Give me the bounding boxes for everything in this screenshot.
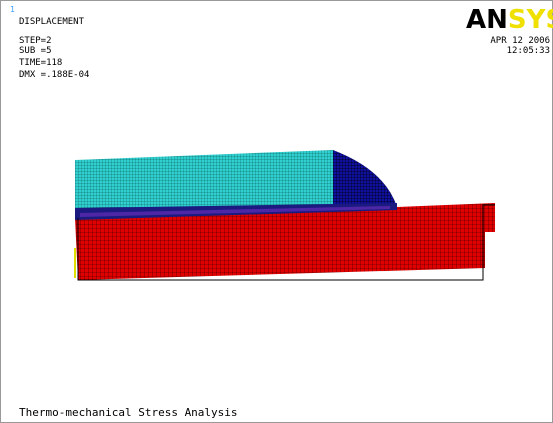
legend-line: SUB =5 xyxy=(19,46,52,56)
logo: ANSYS xyxy=(466,5,553,35)
footer: Thermo-mechanical Stress Analysis xyxy=(19,406,238,419)
legend-line: TIME=118 xyxy=(19,58,62,68)
date: APR 12 2006 xyxy=(490,36,550,46)
time: 12:05:33 xyxy=(507,46,550,56)
window-number: 1 xyxy=(10,5,15,14)
ansys-window: 1 DISPLACEMENT STEP=2 SUB =5 TIME=118 DM… xyxy=(0,0,553,423)
legend-line: DMX =.188E-04 xyxy=(19,70,89,80)
legend-line: STEP=2 xyxy=(19,36,52,46)
legend-title: DISPLACEMENT xyxy=(19,17,85,27)
